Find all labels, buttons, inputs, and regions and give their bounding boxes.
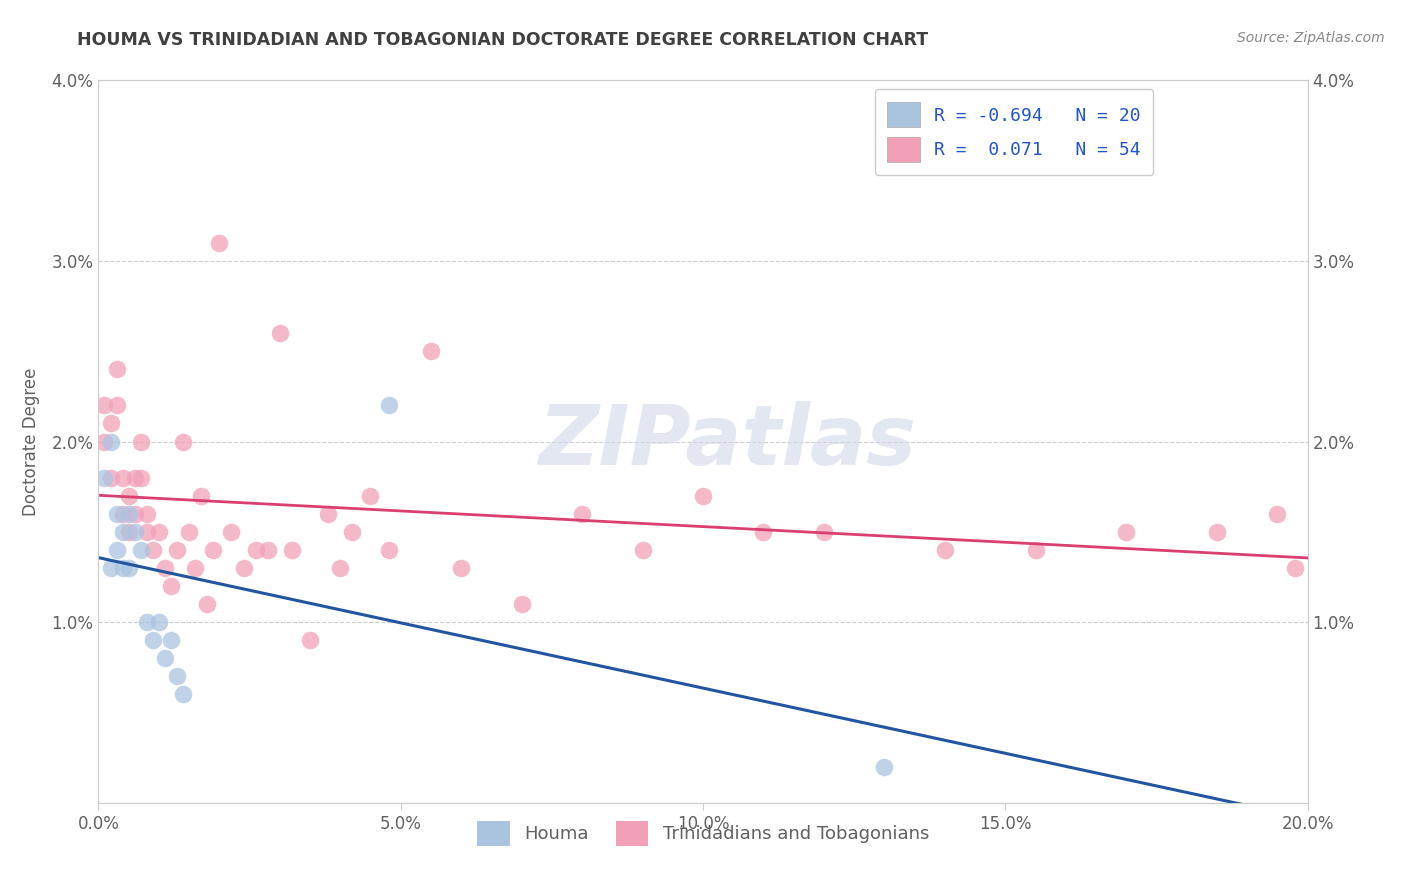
Point: [1115, 524, 1137, 539]
Point: [135, 524, 157, 539]
Point: [269, 326, 291, 340]
Point: [450, 561, 472, 575]
Point: [124, 524, 146, 539]
Point: [166, 669, 188, 683]
Point: [1206, 524, 1229, 539]
Point: [93, 434, 115, 449]
Point: [105, 507, 128, 521]
Point: [129, 542, 152, 557]
Point: [420, 344, 443, 359]
Point: [148, 615, 170, 630]
Point: [160, 633, 183, 648]
Point: [631, 542, 654, 557]
Point: [100, 434, 122, 449]
Point: [256, 542, 278, 557]
Point: [135, 507, 157, 521]
Point: [377, 542, 399, 557]
Point: [232, 561, 254, 575]
Point: [281, 542, 304, 557]
Point: [299, 633, 322, 648]
Point: [172, 434, 194, 449]
Point: [111, 507, 134, 521]
Point: [153, 651, 176, 665]
Point: [153, 561, 176, 575]
Point: [118, 489, 141, 503]
Point: [129, 471, 152, 485]
Point: [752, 524, 775, 539]
Point: [202, 542, 225, 557]
Point: [221, 524, 243, 539]
Point: [692, 489, 714, 503]
Point: [142, 633, 165, 648]
Point: [135, 615, 157, 630]
Point: [571, 507, 593, 521]
Point: [179, 524, 201, 539]
Point: [111, 471, 134, 485]
Point: [813, 524, 835, 539]
Point: [105, 398, 128, 412]
Point: [873, 760, 896, 774]
Text: ZIPatlas: ZIPatlas: [538, 401, 917, 482]
Point: [100, 471, 122, 485]
Point: [111, 524, 134, 539]
Point: [100, 417, 122, 431]
Point: [172, 687, 194, 701]
Point: [342, 524, 364, 539]
Point: [166, 542, 188, 557]
Text: Source: ZipAtlas.com: Source: ZipAtlas.com: [1237, 31, 1385, 45]
Point: [105, 362, 128, 376]
Point: [142, 542, 165, 557]
Point: [129, 434, 152, 449]
Point: [208, 235, 231, 250]
Point: [1024, 542, 1046, 557]
Point: [1284, 561, 1306, 575]
Point: [118, 561, 141, 575]
Point: [93, 471, 115, 485]
Point: [190, 489, 212, 503]
Point: [329, 561, 352, 575]
Point: [377, 398, 399, 412]
Text: HOUMA VS TRINIDADIAN AND TOBAGONIAN DOCTORATE DEGREE CORRELATION CHART: HOUMA VS TRINIDADIAN AND TOBAGONIAN DOCT…: [77, 31, 928, 49]
Point: [510, 597, 533, 611]
Point: [118, 507, 141, 521]
Y-axis label: Doctorate Degree: Doctorate Degree: [22, 368, 41, 516]
Point: [111, 561, 134, 575]
Point: [184, 561, 207, 575]
Point: [100, 561, 122, 575]
Point: [316, 507, 339, 521]
Point: [93, 398, 115, 412]
Point: [245, 542, 267, 557]
Point: [105, 542, 128, 557]
Point: [118, 524, 141, 539]
Point: [148, 524, 170, 539]
Point: [195, 597, 218, 611]
Point: [160, 579, 183, 593]
Point: [124, 471, 146, 485]
Point: [360, 489, 382, 503]
Point: [934, 542, 956, 557]
Point: [1267, 507, 1289, 521]
Legend: Houma, Trinidadians and Tobagonians: Houma, Trinidadians and Tobagonians: [468, 812, 938, 855]
Point: [124, 507, 146, 521]
